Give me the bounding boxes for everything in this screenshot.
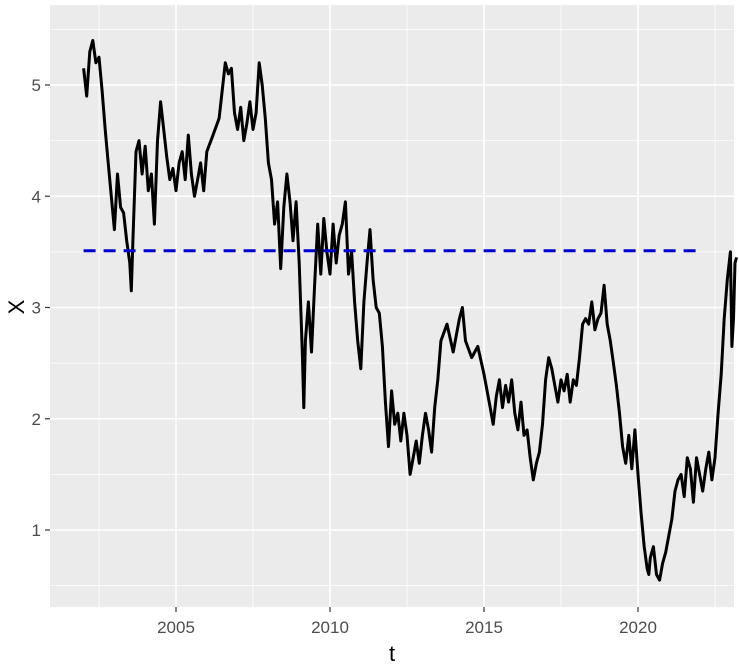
x-tick-label: 2015 [465,618,503,637]
plot-panel [50,5,734,607]
y-tick-label: 4 [32,187,41,206]
x-tick-label: 2020 [619,618,657,637]
y-axis-ticks: 1 2 3 4 5 [32,76,50,540]
x-tick-label: 2005 [157,618,195,637]
y-tick-label: 5 [32,76,41,95]
x-axis-ticks: 2005 2010 2015 2020 [157,607,657,637]
series-line-0 [82,39,739,582]
major-gridlines [50,5,734,607]
y-tick-label: 1 [32,521,41,540]
y-tick-label: 2 [32,410,41,429]
series-layer [82,39,739,582]
y-axis-title: X [4,299,29,314]
x-tick-label: 2010 [311,618,349,637]
x-axis-title: t [389,641,395,666]
y-tick-label: 3 [32,299,41,318]
